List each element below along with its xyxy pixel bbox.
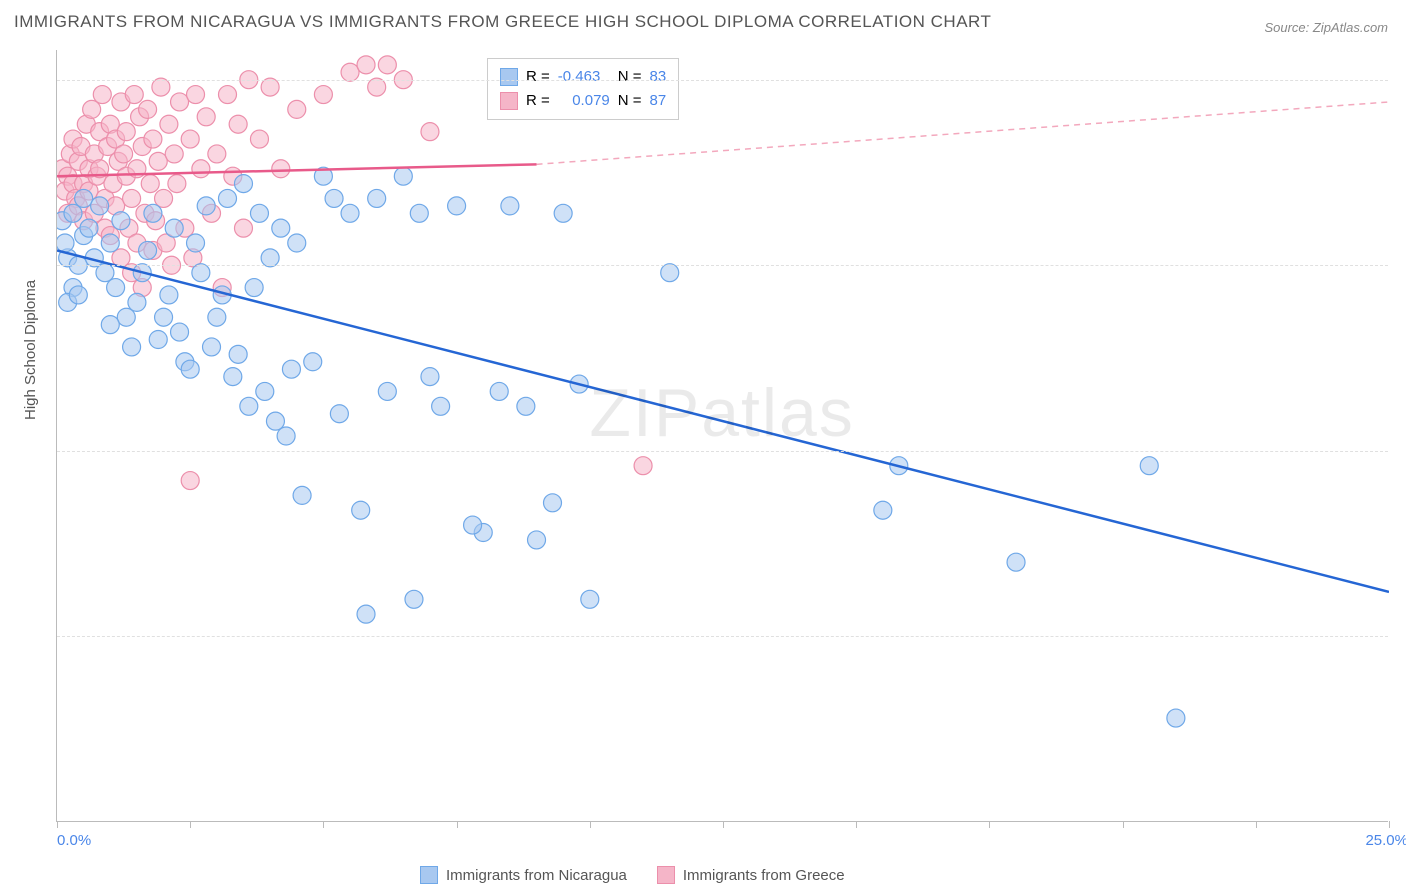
n-label: N =	[618, 65, 642, 89]
chart-title: IMMIGRANTS FROM NICARAGUA VS IMMIGRANTS …	[14, 12, 991, 32]
y-tick-label: 100.0%	[1396, 71, 1406, 88]
legend-label-blue: Immigrants from Nicaragua	[446, 867, 627, 884]
legend-item-blue: Immigrants from Nicaragua	[420, 866, 627, 884]
legend-label-pink: Immigrants from Greece	[683, 867, 845, 884]
series-legend: Immigrants from Nicaragua Immigrants fro…	[420, 866, 845, 884]
legend-item-pink: Immigrants from Greece	[657, 866, 845, 884]
source-attribution: Source: ZipAtlas.com	[1264, 20, 1388, 35]
x-tick-label: 25.0%	[1365, 832, 1406, 849]
stats-row-pink: R = 0.079 N = 87	[500, 89, 666, 113]
stats-legend: R = -0.463 N = 83 R = 0.079 N = 87	[487, 58, 679, 120]
y-tick-label: 75.0%	[1396, 442, 1406, 459]
r-value-blue: -0.463	[558, 65, 610, 89]
scatter-svg	[57, 50, 1389, 822]
y-tick-label: 87.5%	[1396, 256, 1406, 273]
x-tick-label: 0.0%	[57, 832, 91, 849]
swatch-blue-icon	[500, 68, 518, 86]
n-label: N =	[618, 89, 642, 113]
y-axis-label: High School Diploma	[22, 280, 39, 420]
stats-row-blue: R = -0.463 N = 83	[500, 65, 666, 89]
swatch-pink-icon	[657, 866, 675, 884]
r-value-pink: 0.079	[558, 89, 610, 113]
swatch-blue-icon	[420, 866, 438, 884]
y-tick-label: 62.5%	[1396, 627, 1406, 644]
n-value-pink: 87	[650, 89, 667, 113]
n-value-blue: 83	[650, 65, 667, 89]
r-label: R =	[526, 89, 550, 113]
chart-plot-area: R = -0.463 N = 83 R = 0.079 N = 87 ZIPat…	[56, 50, 1388, 822]
swatch-pink-icon	[500, 92, 518, 110]
r-label: R =	[526, 65, 550, 89]
